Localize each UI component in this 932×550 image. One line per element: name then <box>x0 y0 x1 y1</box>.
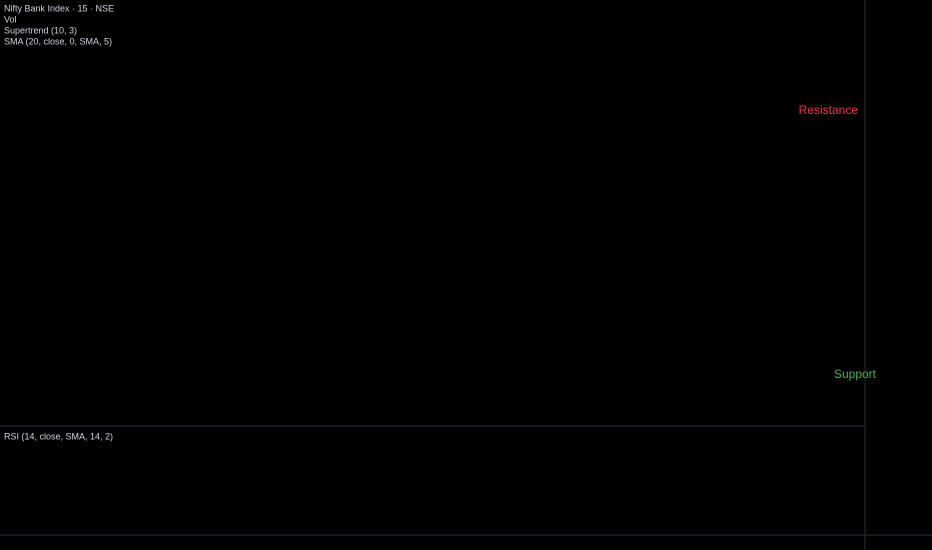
indicator-label: Supertrend (10, 3) <box>4 25 77 35</box>
indicator-label: SMA (20, close, 0, SMA, 5) <box>4 36 112 46</box>
rsi-title: RSI (14, close, SMA, 14, 2) <box>4 431 113 441</box>
annotation: Resistance <box>799 103 859 117</box>
chart-title: Nifty Bank Index · 15 · NSE <box>4 3 114 13</box>
annotation: Support <box>834 367 877 381</box>
indicator-label: Vol <box>4 14 17 24</box>
